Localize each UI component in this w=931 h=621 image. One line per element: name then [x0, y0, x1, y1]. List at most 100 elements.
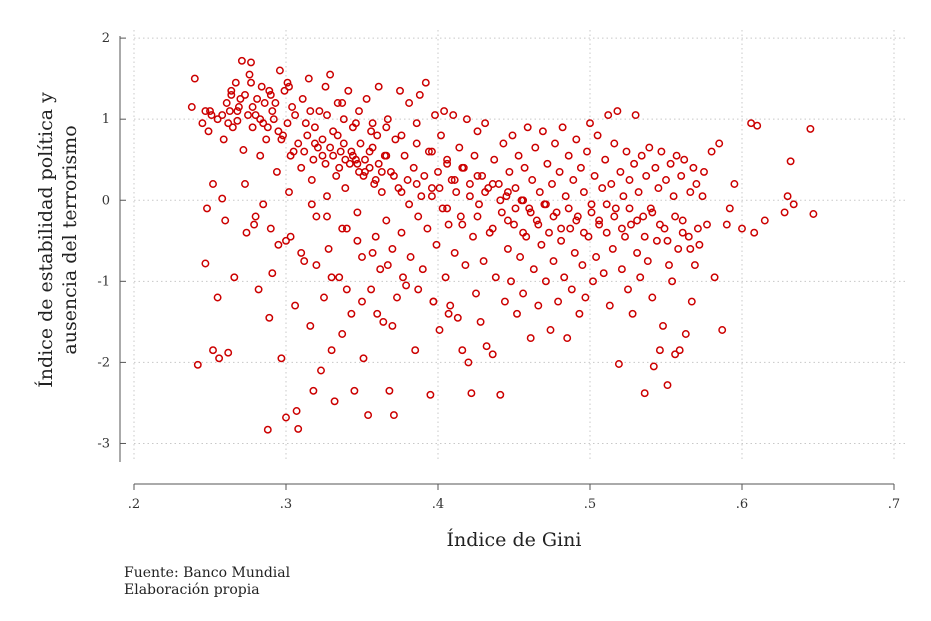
data-point — [355, 107, 363, 116]
data-point — [692, 180, 701, 188]
data-point — [441, 273, 450, 282]
data-point — [382, 123, 391, 132]
data-point — [257, 82, 266, 91]
data-point — [347, 309, 356, 318]
data-point — [617, 265, 626, 274]
data-point — [234, 103, 243, 111]
data-point — [277, 354, 286, 363]
data-point — [224, 119, 233, 128]
data-point — [470, 151, 479, 160]
data-point — [330, 397, 339, 406]
data-point — [431, 111, 439, 120]
data-point — [358, 297, 366, 306]
data-point — [377, 167, 386, 176]
data-point — [507, 277, 515, 286]
data-point — [323, 111, 331, 120]
data-point — [370, 180, 379, 188]
data-point — [497, 208, 506, 217]
data-point — [789, 200, 798, 209]
data-point — [660, 224, 669, 233]
data-point — [412, 139, 421, 148]
data-point — [338, 99, 347, 107]
data-point — [693, 224, 702, 233]
data-point — [718, 326, 727, 334]
data-point — [595, 216, 604, 225]
data-point — [444, 309, 453, 318]
data-point — [359, 354, 368, 363]
data-point — [634, 188, 643, 197]
data-point — [251, 212, 260, 221]
data-point — [327, 346, 336, 355]
data-point — [652, 236, 661, 245]
grid-lines — [133, 30, 906, 462]
data-point — [690, 261, 699, 270]
data-point — [263, 425, 272, 434]
data-point — [190, 74, 199, 83]
data-point — [326, 143, 335, 152]
data-point — [421, 78, 430, 87]
data-point — [601, 155, 610, 164]
data-point — [242, 228, 251, 237]
data-point — [476, 317, 485, 326]
data-point — [680, 155, 689, 164]
data-points — [187, 56, 818, 434]
data-point — [538, 127, 547, 136]
data-point — [435, 326, 444, 334]
data-point — [427, 147, 436, 156]
data-point — [317, 366, 325, 375]
data-point — [444, 220, 453, 229]
data-point — [490, 155, 499, 164]
y-tick-label: 2 — [102, 31, 110, 46]
data-point — [435, 184, 444, 193]
data-point — [272, 167, 281, 176]
data-point — [362, 94, 371, 103]
data-point — [221, 216, 230, 225]
data-point — [579, 228, 588, 237]
x-tick-label: .4 — [432, 497, 444, 512]
data-point — [630, 159, 639, 168]
data-point — [263, 123, 272, 132]
data-point — [465, 192, 474, 201]
data-point — [511, 184, 520, 193]
data-point — [599, 269, 608, 278]
data-point — [465, 180, 474, 188]
data-point — [564, 151, 573, 160]
data-point — [333, 99, 342, 107]
x-axis-title: Índice de Gini — [447, 528, 582, 551]
data-point — [209, 180, 217, 188]
data-point — [760, 216, 769, 225]
data-point — [374, 159, 383, 168]
data-point — [304, 74, 313, 83]
data-point — [502, 192, 511, 201]
data-point — [250, 220, 259, 229]
data-point — [203, 204, 211, 213]
data-point — [508, 131, 517, 140]
footnote-source: Fuente: Banco Mundial — [124, 565, 291, 581]
y-axis-title-line-2: ausencia del terrorismo — [59, 125, 81, 354]
data-point — [224, 348, 233, 357]
data-point — [514, 151, 523, 160]
data-point — [592, 253, 601, 261]
y-tick-label: 0 — [102, 193, 110, 208]
data-point — [218, 111, 227, 120]
data-point — [526, 334, 535, 343]
y-tick-label: -1 — [97, 274, 110, 289]
data-point — [245, 70, 254, 79]
data-point — [294, 424, 303, 433]
data-point — [355, 167, 363, 176]
data-point — [672, 151, 681, 160]
data-point — [659, 321, 667, 330]
data-point — [283, 78, 292, 87]
data-point — [301, 119, 310, 128]
data-point — [266, 90, 275, 99]
data-point — [519, 228, 528, 237]
data-point — [440, 107, 449, 116]
data-point — [467, 389, 476, 398]
data-point — [482, 342, 491, 351]
data-point — [520, 163, 529, 172]
data-point — [611, 204, 620, 213]
data-point — [689, 163, 698, 172]
data-point — [201, 107, 210, 116]
data-point — [695, 240, 704, 249]
data-point — [473, 127, 482, 136]
